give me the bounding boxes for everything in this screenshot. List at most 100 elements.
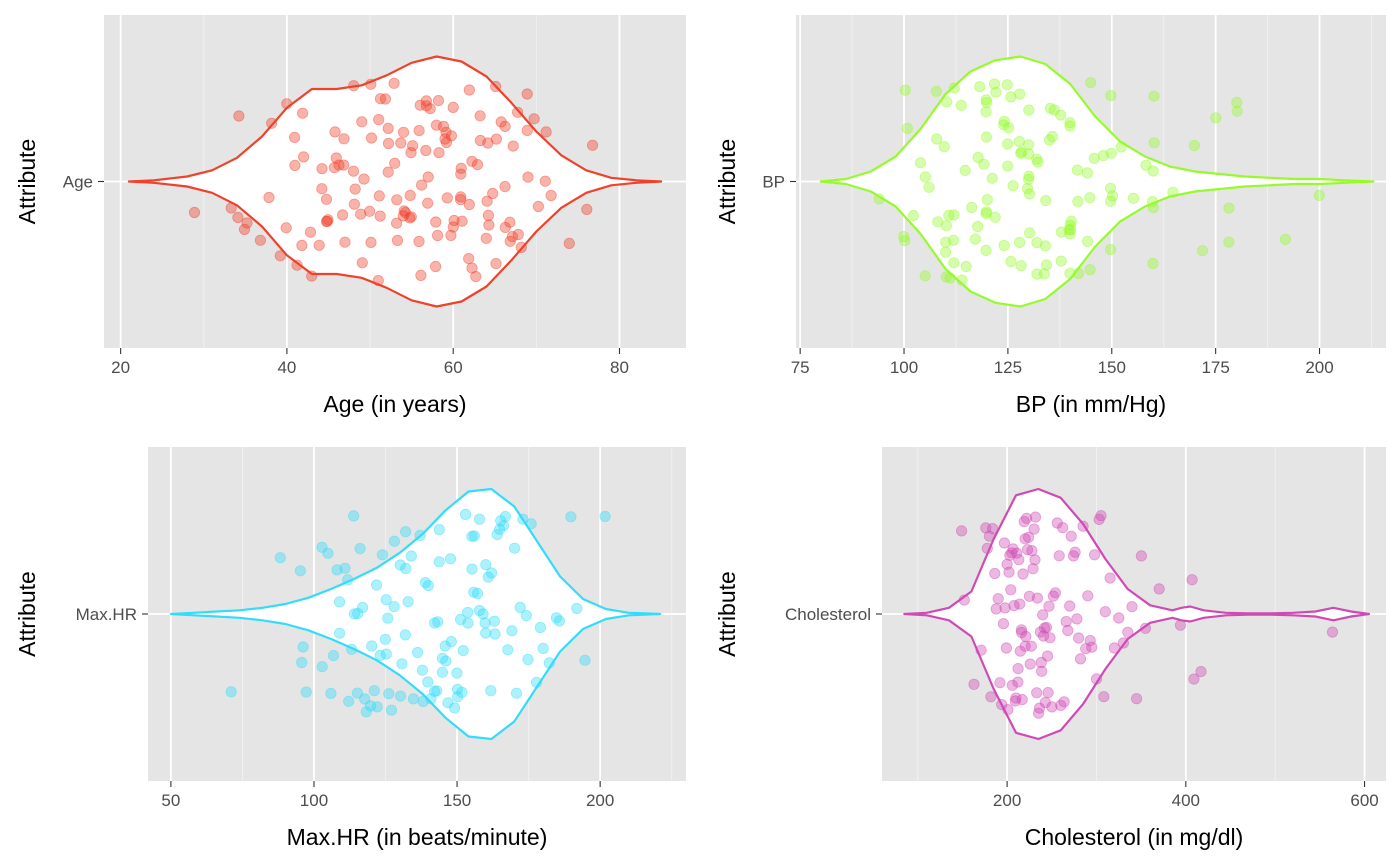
data-point bbox=[530, 676, 543, 689]
data-point bbox=[316, 183, 328, 195]
data-point bbox=[482, 571, 494, 583]
data-point bbox=[1196, 245, 1209, 257]
data-point bbox=[1039, 240, 1052, 252]
data-point bbox=[1007, 180, 1019, 192]
data-point bbox=[1174, 619, 1187, 631]
data-point bbox=[943, 209, 955, 221]
data-point bbox=[402, 596, 414, 608]
data-point bbox=[320, 215, 333, 228]
data-point bbox=[365, 236, 377, 248]
data-point bbox=[483, 219, 495, 231]
data-point bbox=[274, 552, 286, 564]
data-point bbox=[466, 155, 478, 167]
data-point bbox=[289, 159, 301, 171]
data-point bbox=[1148, 137, 1160, 149]
data-point bbox=[379, 633, 391, 645]
data-point bbox=[1035, 656, 1047, 669]
data-point bbox=[1005, 91, 1017, 103]
data-point bbox=[1135, 550, 1148, 562]
data-point bbox=[398, 205, 410, 217]
data-point bbox=[455, 168, 467, 180]
data-point bbox=[1029, 511, 1042, 523]
x-tick-label: 200 bbox=[586, 791, 614, 810]
data-point bbox=[188, 206, 201, 219]
data-point bbox=[992, 593, 1004, 605]
data-point bbox=[480, 627, 492, 639]
data-point bbox=[1058, 696, 1070, 708]
data-point bbox=[433, 523, 445, 536]
data-point bbox=[411, 646, 424, 659]
data-point bbox=[1022, 139, 1035, 151]
data-point bbox=[1071, 613, 1083, 625]
data-point bbox=[1022, 173, 1035, 185]
data-point bbox=[528, 113, 540, 125]
data-point bbox=[988, 78, 1001, 90]
data-point bbox=[1015, 146, 1028, 158]
data-point bbox=[444, 553, 457, 565]
data-point bbox=[1064, 219, 1076, 231]
data-point bbox=[1002, 122, 1015, 134]
x-tick-label: 100 bbox=[890, 358, 918, 377]
data-point bbox=[1023, 590, 1036, 602]
data-point bbox=[431, 229, 444, 242]
data-point bbox=[998, 239, 1010, 252]
y-axis-title: Attribute bbox=[14, 139, 40, 225]
data-point bbox=[1037, 630, 1050, 642]
data-point bbox=[333, 627, 346, 639]
data-point bbox=[1093, 513, 1105, 526]
data-point bbox=[960, 260, 972, 273]
data-point bbox=[1044, 102, 1056, 114]
data-point bbox=[480, 559, 492, 571]
data-point bbox=[422, 579, 434, 592]
data-point bbox=[1049, 587, 1062, 599]
data-point bbox=[388, 77, 400, 89]
data-point bbox=[1038, 622, 1051, 634]
data-point bbox=[487, 187, 499, 200]
data-point bbox=[1065, 215, 1077, 227]
data-point bbox=[447, 221, 459, 233]
data-point bbox=[1020, 512, 1033, 524]
data-point bbox=[338, 159, 350, 171]
data-point bbox=[399, 526, 412, 538]
data-point bbox=[1057, 522, 1069, 534]
data-point bbox=[373, 190, 385, 202]
data-point bbox=[420, 100, 432, 112]
data-point bbox=[470, 270, 482, 283]
data-point bbox=[440, 136, 453, 149]
data-point bbox=[873, 193, 885, 205]
data-point bbox=[396, 658, 408, 670]
data-point bbox=[445, 229, 457, 241]
data-point bbox=[1105, 195, 1117, 207]
data-point bbox=[944, 272, 956, 284]
data-point bbox=[383, 688, 395, 700]
data-point bbox=[445, 635, 457, 648]
data-point bbox=[1021, 183, 1034, 195]
data-point bbox=[407, 693, 419, 705]
data-point bbox=[932, 216, 944, 228]
data-point bbox=[923, 181, 935, 193]
data-point bbox=[471, 587, 484, 600]
data-point bbox=[1106, 190, 1119, 202]
data-point bbox=[901, 122, 914, 134]
data-point bbox=[980, 131, 993, 143]
data-point bbox=[442, 697, 454, 709]
data-point bbox=[571, 602, 583, 615]
data-point bbox=[1055, 109, 1067, 121]
data-point bbox=[291, 259, 303, 271]
data-point bbox=[1013, 236, 1026, 249]
data-point bbox=[948, 257, 960, 269]
data-point bbox=[914, 157, 927, 169]
data-point bbox=[413, 125, 425, 137]
data-point bbox=[517, 513, 529, 525]
data-point bbox=[1015, 626, 1028, 639]
data-point bbox=[405, 147, 417, 159]
data-point bbox=[405, 550, 417, 562]
data-point bbox=[325, 687, 337, 700]
data-point bbox=[1025, 640, 1037, 652]
data-point bbox=[1031, 268, 1043, 280]
data-point bbox=[1055, 226, 1068, 238]
data-point bbox=[1223, 202, 1235, 214]
data-point bbox=[471, 159, 484, 171]
data-point bbox=[898, 231, 910, 243]
data-point bbox=[422, 171, 434, 183]
